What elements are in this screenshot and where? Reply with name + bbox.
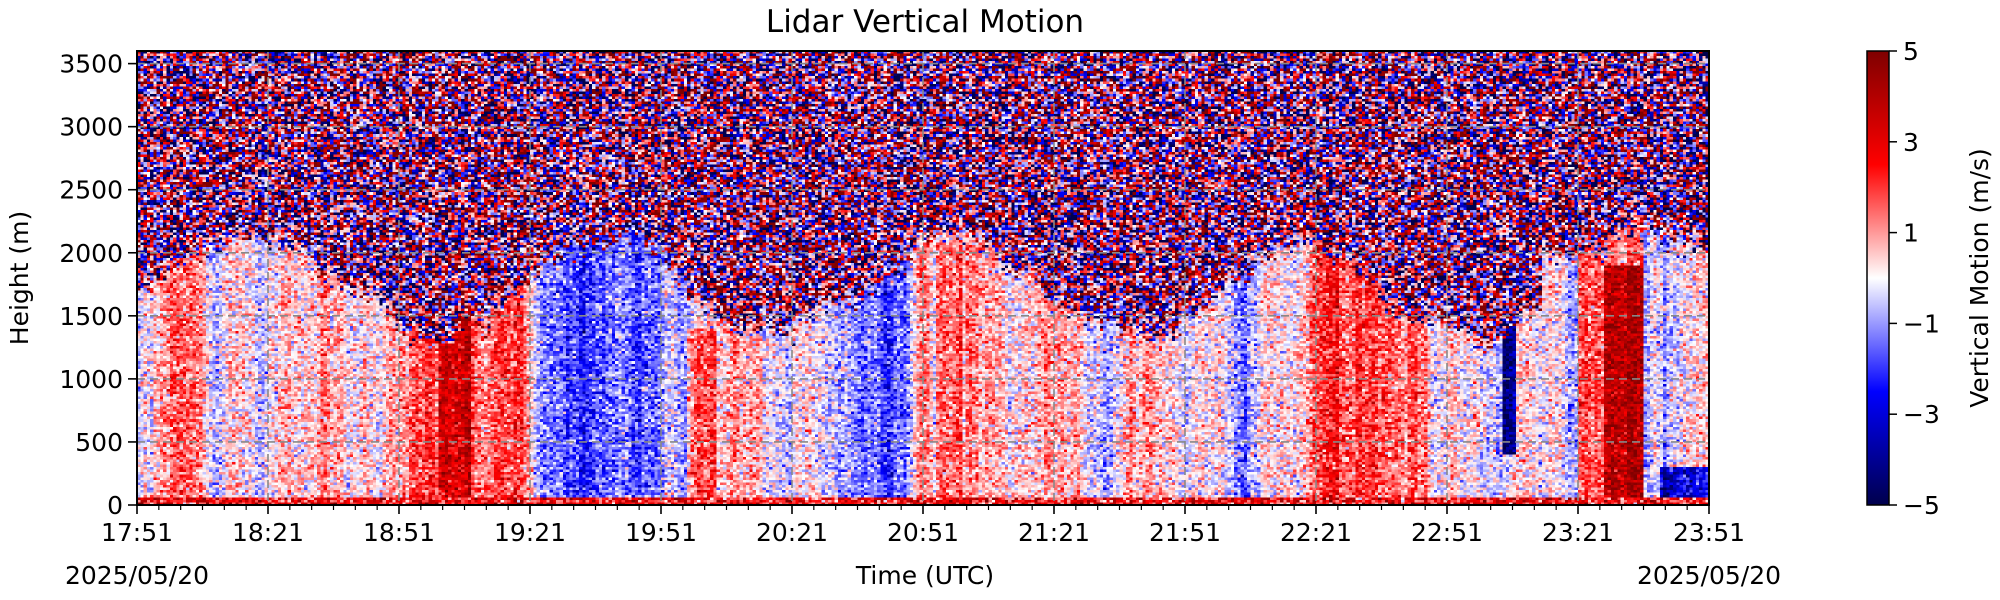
x-tick-label: 19:51: [625, 518, 697, 547]
y-tick-label: 3500: [59, 50, 123, 79]
colorbar-tick-label: −5: [1903, 491, 1940, 520]
x-tick-label: 23:51: [1673, 518, 1745, 547]
x-tick-label: 20:51: [887, 518, 959, 547]
y-tick-label: 2500: [59, 176, 123, 205]
colorbar-axis: 5 3 1 −1 −3 −5: [1889, 37, 1940, 520]
x-date-left: 2025/05/20: [65, 561, 209, 590]
x-tick-label: 17:51: [101, 518, 173, 547]
y-tick-label: 500: [75, 428, 123, 457]
colorbar-tick-label: 1: [1903, 219, 1919, 248]
x-tick-label: 23:21: [1542, 518, 1614, 547]
y-tick-label: 1000: [59, 365, 123, 394]
y-tick-label: 3000: [59, 113, 123, 142]
colorbar-tick-label: 5: [1903, 37, 1919, 66]
x-tick-label: 20:21: [756, 518, 828, 547]
x-axis-label: Time (UTC): [855, 561, 994, 590]
x-tick-label: 21:51: [1149, 518, 1221, 547]
colorbar-tick-label: 3: [1903, 128, 1919, 157]
x-tick-label: 22:21: [1280, 518, 1352, 547]
colorbar-tick-label: −1: [1903, 309, 1940, 338]
colorbar-gradient: [1866, 50, 1890, 506]
x-tick-label: 18:51: [363, 518, 435, 547]
y-axis-label: Height (m): [5, 211, 34, 345]
plot-area: [136, 50, 1710, 506]
y-tick-label: 1500: [59, 302, 123, 331]
y-tick-label: 2000: [59, 239, 123, 268]
x-tick-label: 19:21: [494, 518, 566, 547]
chart-title: Lidar Vertical Motion: [766, 4, 1084, 40]
colorbar-label: Vertical Motion (m/s): [1965, 148, 1994, 408]
colorbar-tick-label: −3: [1903, 400, 1940, 429]
colorbar: 5 3 1 −1 −3 −5 Vertical Motion (m/s): [1866, 37, 1994, 520]
x-tick-label: 18:21: [232, 518, 304, 547]
x-tick-label: 22:51: [1411, 518, 1483, 547]
y-tick-label: 0: [107, 491, 123, 520]
x-date-right: 2025/05/20: [1637, 561, 1781, 590]
x-tick-label: 21:21: [1018, 518, 1090, 547]
y-axis: 0 500 1000 1500 2000 2500 3000 3500: [59, 50, 137, 520]
x-axis: 17:51 18:21 18:51 19:21 19:51 20:21 20:51 21:21…: [101, 505, 1745, 547]
